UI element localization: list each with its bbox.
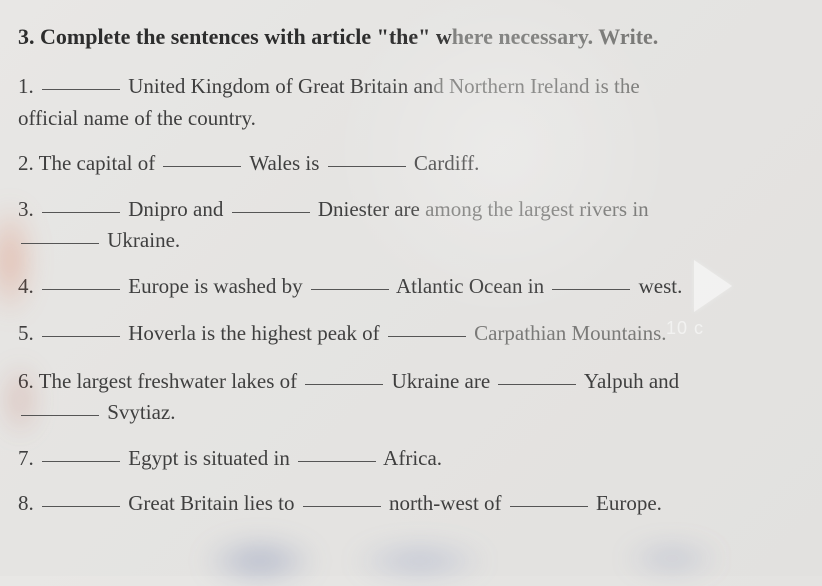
exercise-number: 3. [18,24,35,49]
sentence-number: 2. [18,151,34,175]
fill-blank[interactable] [21,395,99,416]
sentence-text: Ukraine are [386,369,495,393]
exercise-instruction: 3. Complete the sentences with article "… [18,20,804,53]
sentence-text: Yalpuh and [579,369,679,393]
fill-blank[interactable] [303,486,381,507]
sentence-text-faded: among the largest rivers in [425,197,649,221]
fill-blank[interactable] [42,316,120,337]
sentence-text: north-west of [384,491,507,515]
sentence-text: Wales is [244,151,324,175]
fill-blank[interactable] [311,269,389,290]
texture-spot [350,541,490,581]
sentence-text: Europe is washed by [123,274,308,298]
sentence-text: Africa. [379,446,442,470]
fill-blank[interactable] [42,192,120,213]
sentence-7: 7. Egypt is situated in Africa. [18,443,804,475]
sentence-number: 4. [18,274,34,298]
sentence-text: Egypt is situated in [123,446,295,470]
sentence-2: 2. The capital of Wales is Cardiff. [18,148,804,180]
sentence-number: 1. [18,74,34,98]
sentence-number: 6. [18,369,34,393]
fill-blank[interactable] [21,223,99,244]
fill-blank[interactable] [42,486,120,507]
sentence-text: west. [633,274,682,298]
instruction-text-part2: here necessary. Write. [452,24,659,49]
sentence-text: Hoverla is the highest peak of [123,321,385,345]
sentence-6: 6. The largest freshwater lakes of Ukrai… [18,366,804,429]
fill-blank[interactable] [42,441,120,462]
fill-blank[interactable] [510,486,588,507]
fill-blank[interactable] [552,269,630,290]
sentence-text: Dnipro and [123,197,229,221]
sentence-number: 3. [18,197,34,221]
sentence-8: 8. Great Britain lies to north-west of E… [18,488,804,520]
fill-blank[interactable] [232,192,310,213]
sentence-text: United Kingdom of Great Britain an [123,74,433,98]
sentence-text: official name of the country. [18,106,256,130]
fill-blank[interactable] [328,146,406,167]
fill-blank[interactable] [163,146,241,167]
sentence-text: Dniester are [313,197,426,221]
sentence-text: Svytiaz. [102,400,176,424]
sentence-text-faded: d Northern Ireland is the [433,74,639,98]
fill-blank[interactable] [498,364,576,385]
sentence-text: Cardiff. [409,151,480,175]
texture-spot [622,541,722,576]
sentence-number: 8. [18,491,34,515]
instruction-text-part1: Complete the sentences with article "the… [40,24,452,49]
fill-blank[interactable] [388,316,466,337]
fill-blank[interactable] [305,364,383,385]
texture-spot [200,536,320,586]
sentence-text: Great Britain lies to [123,491,300,515]
sentence-1: 1. United Kingdom of Great Britain and N… [18,71,804,134]
sentence-text: Ukraine. [102,228,180,252]
sentence-text: The largest freshwater lakes of [39,369,303,393]
sentence-4: 4. Europe is washed by Atlantic Ocean in… [18,271,804,303]
fill-blank[interactable] [298,441,376,462]
sentence-number: 5. [18,321,34,345]
sentence-number: 7. [18,446,34,470]
sentence-text-faded: Carpathian Mountains. [469,321,667,345]
sentence-3: 3. Dnipro and Dniester are among the lar… [18,194,804,257]
sentence-text: The capital of [39,151,161,175]
fill-blank[interactable] [42,69,120,90]
sentence-5: 5. Hoverla is the highest peak of Carpat… [18,318,804,350]
fill-blank[interactable] [42,269,120,290]
sentence-text: Atlantic Ocean in [392,274,549,298]
sentence-text: Europe. [591,491,662,515]
